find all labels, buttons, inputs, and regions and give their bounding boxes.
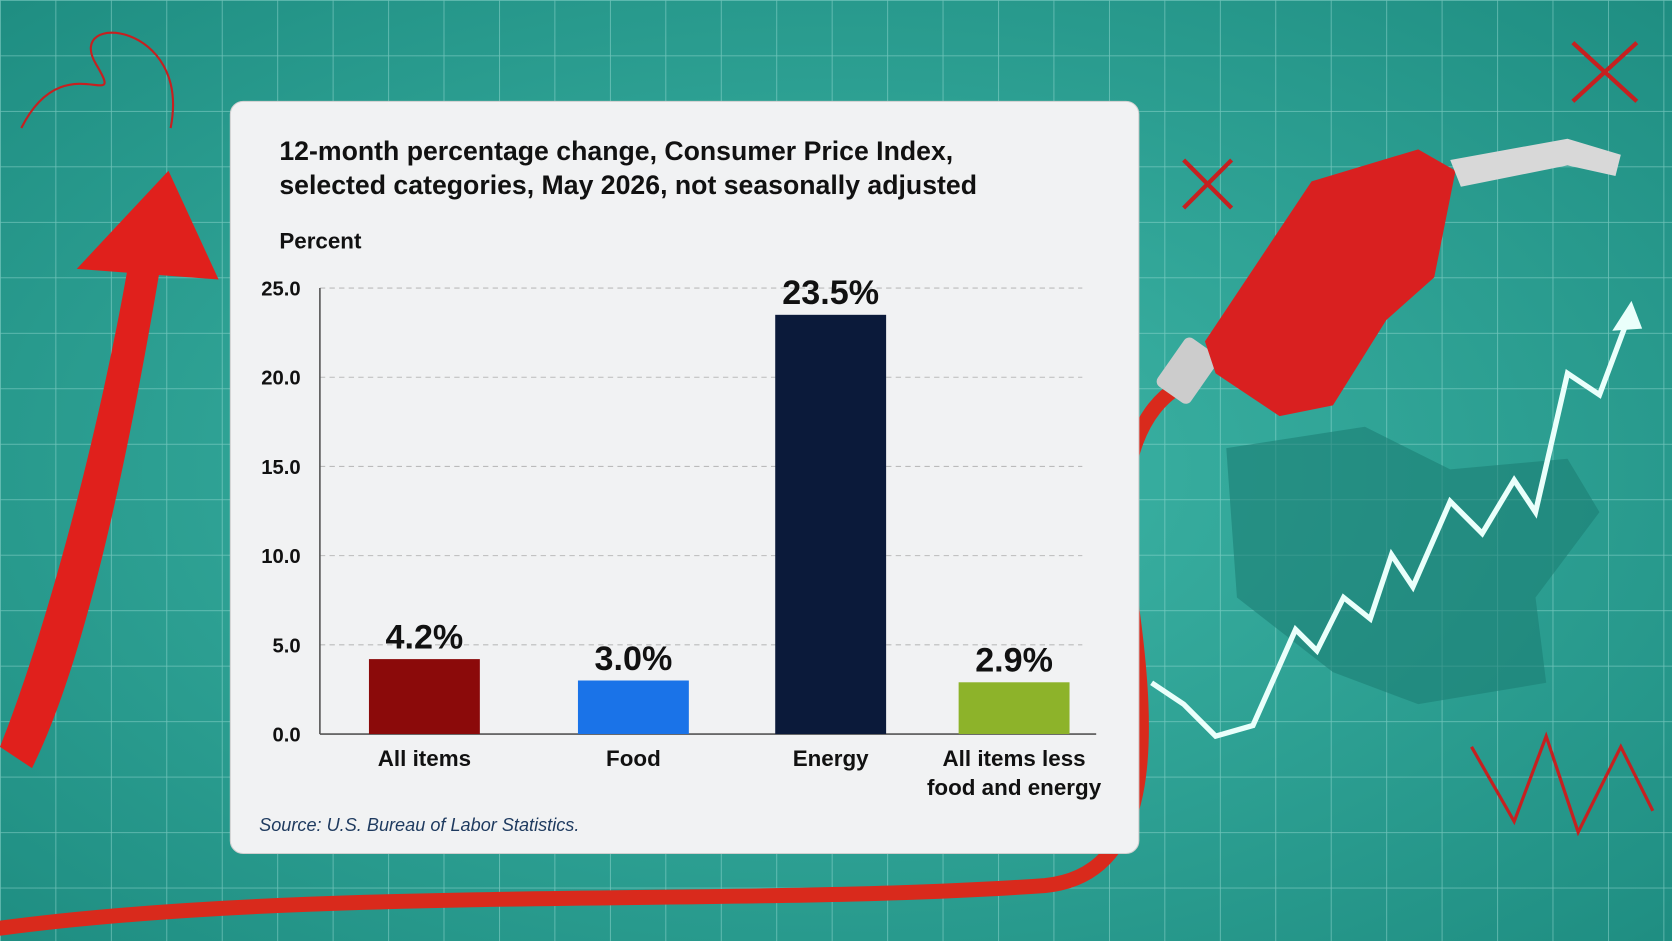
- scribble: [20, 31, 174, 129]
- y-tick-label: 5.0: [273, 635, 301, 657]
- y-tick-label: 15.0: [261, 457, 300, 479]
- bar: [958, 682, 1070, 735]
- x-label-box: All items less food and energy: [926, 746, 1102, 801]
- x-label-box: Energy: [792, 746, 869, 772]
- pump-nozzle: [1204, 149, 1456, 417]
- value-label: 23.5%: [782, 274, 879, 312]
- scribble: [1470, 731, 1655, 837]
- x-tick-label: Energy: [792, 746, 869, 772]
- bar: [368, 659, 480, 735]
- chart-card: [229, 100, 1140, 855]
- chart-title: selected categories, May 2026, not seaso…: [279, 170, 977, 200]
- x-tick-label: All items: [377, 746, 472, 772]
- red-arrow-shaft: [0, 266, 160, 769]
- x-label-box: Food: [606, 746, 661, 772]
- hose-fitting: [1156, 337, 1219, 404]
- trend-arrow-head: [1612, 300, 1643, 331]
- bar: [775, 314, 887, 735]
- value-label: 4.2%: [386, 618, 464, 656]
- value-label: 2.9%: [975, 642, 1053, 680]
- trend-line: [1150, 308, 1634, 740]
- value-label: 3.0%: [595, 640, 673, 678]
- x-label-box: All items: [377, 746, 472, 772]
- y-tick-label: 10.0: [261, 546, 300, 568]
- source-note: Source: U.S. Bureau of Labor Statistics.: [259, 815, 579, 835]
- y-axis-label: Percent: [279, 229, 362, 254]
- chart-title: 12-month percentage change, Consumer Pri…: [279, 136, 953, 166]
- nozzle-spout: [1450, 138, 1621, 187]
- y-tick-label: 25.0: [261, 279, 300, 301]
- y-tick-label: 20.0: [261, 368, 300, 390]
- x-marks: [1182, 41, 1639, 210]
- red-arrow-head: [76, 170, 219, 280]
- bar: [577, 680, 689, 735]
- y-tick-label: 0.0: [273, 724, 301, 746]
- x-tick-label: Food: [606, 746, 661, 772]
- x-tick-label: All items less food and energy: [926, 746, 1102, 801]
